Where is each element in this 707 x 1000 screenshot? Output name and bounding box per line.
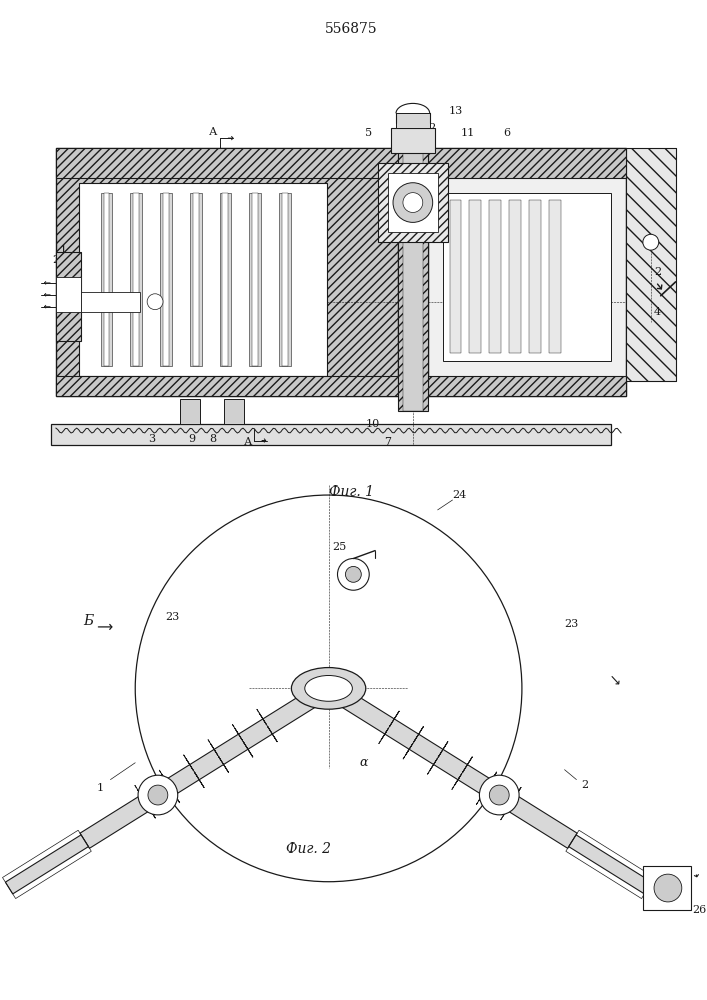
Bar: [279, 193, 291, 366]
Text: А: А: [209, 127, 217, 137]
Circle shape: [337, 558, 369, 590]
Text: Фиг. 2: Фиг. 2: [286, 842, 332, 856]
Bar: [56, 277, 81, 312]
Text: 3: 3: [148, 434, 156, 444]
Bar: [180, 399, 199, 424]
Bar: [130, 193, 142, 366]
Bar: [626, 148, 676, 381]
Bar: [56, 148, 398, 178]
Text: 9: 9: [188, 434, 195, 444]
Bar: [469, 200, 481, 353]
Circle shape: [148, 785, 168, 805]
Text: 23: 23: [165, 612, 179, 622]
Text: 26: 26: [693, 905, 707, 915]
Circle shape: [346, 566, 361, 582]
Bar: [219, 193, 231, 366]
Bar: [428, 148, 626, 396]
Bar: [282, 193, 288, 366]
Bar: [223, 193, 228, 366]
Circle shape: [393, 183, 433, 222]
Polygon shape: [568, 835, 652, 894]
Text: 1: 1: [97, 783, 104, 793]
Bar: [549, 200, 561, 353]
Bar: [103, 193, 110, 366]
Bar: [56, 252, 81, 341]
Bar: [252, 193, 258, 366]
Bar: [403, 133, 423, 411]
Text: Фиг. 1: Фиг. 1: [329, 485, 374, 499]
Text: 4: 4: [654, 307, 661, 317]
Circle shape: [138, 775, 177, 815]
Bar: [443, 193, 611, 361]
Bar: [396, 113, 430, 128]
Text: 8: 8: [209, 434, 216, 444]
Circle shape: [643, 234, 659, 250]
Ellipse shape: [291, 668, 366, 709]
Circle shape: [147, 294, 163, 310]
Bar: [56, 148, 398, 396]
Bar: [509, 200, 521, 353]
Bar: [163, 193, 169, 366]
Bar: [388, 173, 438, 232]
Circle shape: [489, 785, 509, 805]
Text: 12: 12: [423, 123, 437, 133]
Bar: [626, 148, 676, 381]
Bar: [489, 200, 501, 353]
Text: А: А: [244, 437, 252, 447]
Bar: [78, 183, 327, 376]
Text: 5: 5: [365, 128, 372, 138]
Bar: [51, 424, 611, 445]
Bar: [428, 376, 626, 396]
Circle shape: [479, 775, 519, 815]
Text: Б: Б: [83, 614, 94, 628]
Text: 1: 1: [59, 245, 66, 255]
Bar: [133, 193, 139, 366]
Polygon shape: [324, 681, 577, 848]
Bar: [193, 193, 199, 366]
Text: 11: 11: [460, 128, 474, 138]
Text: 24: 24: [452, 490, 467, 500]
Bar: [100, 193, 112, 366]
Bar: [378, 163, 448, 242]
Circle shape: [403, 193, 423, 212]
Bar: [391, 128, 435, 153]
Bar: [529, 200, 541, 353]
Bar: [160, 193, 172, 366]
Text: 2: 2: [654, 267, 661, 277]
Text: 7: 7: [385, 437, 392, 447]
Bar: [189, 193, 201, 366]
Bar: [224, 399, 245, 424]
Text: 6: 6: [503, 128, 510, 138]
Text: 13: 13: [448, 106, 462, 116]
Ellipse shape: [305, 675, 352, 701]
Bar: [450, 200, 462, 353]
Text: 556875: 556875: [325, 22, 378, 36]
Circle shape: [135, 495, 522, 882]
Circle shape: [654, 874, 682, 902]
Text: α: α: [359, 756, 368, 769]
Text: 20: 20: [52, 255, 66, 265]
Bar: [398, 133, 428, 411]
Bar: [643, 866, 691, 910]
Bar: [56, 376, 398, 396]
Bar: [250, 193, 261, 366]
Text: 10: 10: [366, 419, 380, 429]
Text: 25: 25: [332, 542, 346, 552]
Text: 2: 2: [581, 780, 588, 790]
Polygon shape: [80, 681, 333, 848]
Bar: [428, 148, 626, 178]
Polygon shape: [6, 835, 88, 894]
Text: 23: 23: [564, 619, 578, 629]
Bar: [81, 292, 140, 312]
